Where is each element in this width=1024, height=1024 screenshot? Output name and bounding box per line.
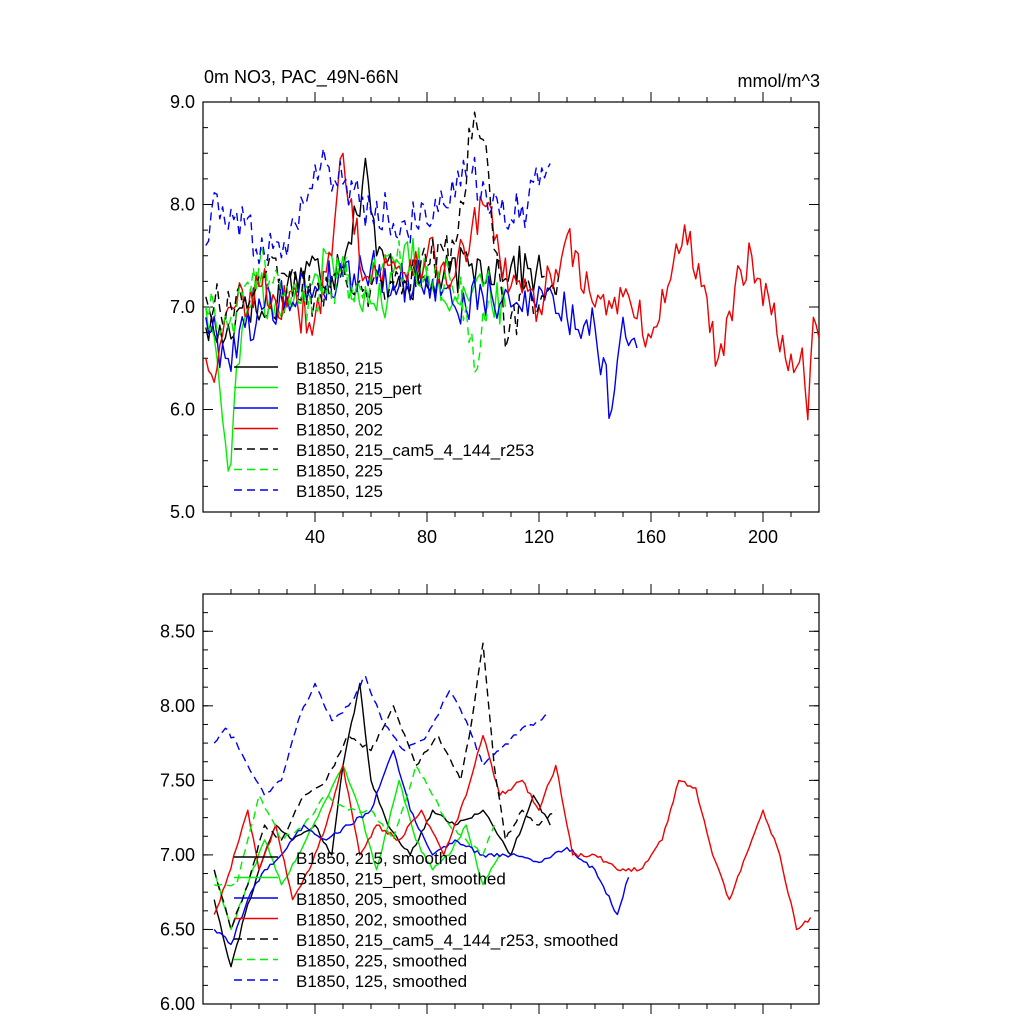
legend-label: B1850, 202, smoothed: [296, 911, 467, 930]
y-tick-label: 8.00: [160, 696, 195, 716]
x-tick-label: 120: [524, 527, 554, 547]
legend-label: B1850, 225, smoothed: [296, 952, 467, 971]
x-tick-label: 80: [417, 527, 437, 547]
x-axis: [230, 584, 792, 1014]
chart-title: 0m NO3, PAC_49N-66N: [204, 67, 399, 88]
units-label: mmol/m^3: [738, 71, 820, 91]
legend-label: B1850, 125: [296, 482, 383, 501]
x-tick-label: 200: [748, 527, 778, 547]
x-axis: 40 80 120 160 200: [230, 92, 792, 547]
x-tick-label: 40: [305, 527, 325, 547]
series-line: [213, 764, 495, 887]
series-layer: [213, 642, 812, 968]
y-tick-label: 9.0: [170, 92, 195, 112]
y-axis: 6.00 6.50 7.00 7.50 8.00 8.50: [160, 593, 819, 1014]
y-tick-label: 8.0: [170, 195, 195, 215]
y-tick-label: 5.0: [170, 502, 195, 522]
series-line: [213, 675, 551, 796]
series-line: [205, 240, 490, 374]
series-layer: [205, 111, 819, 472]
legend-label: B1850, 215, smoothed: [296, 849, 467, 868]
legend-label: B1850, 215_cam5_4_144_r253: [296, 441, 534, 460]
series-line: [205, 152, 819, 421]
top-panel: 0m NO3, PAC_49N-66N mmol/m^3 5.0 6.0 7.0 8.…: [170, 67, 820, 547]
series-line: [213, 749, 630, 946]
legend-label: B1850, 205: [296, 400, 383, 419]
y-tick-label: 6.0: [170, 400, 195, 420]
y-tick-label: 6.00: [160, 994, 195, 1014]
y-tick-label: 7.0: [170, 297, 195, 317]
legend-label: B1850, 215_cam5_4_144_r253, smoothed: [296, 931, 618, 950]
y-tick-label: 7.50: [160, 770, 195, 790]
legend-label: B1850, 215: [296, 359, 383, 378]
legend: B1850, 215, smoothed B1850, 215_pert, smo…: [234, 849, 618, 991]
legend-label: B1850, 225: [296, 462, 383, 481]
series-line: [205, 147, 551, 265]
legend-label: B1850, 125, smoothed: [296, 972, 467, 991]
legend-label: B1850, 205, smoothed: [296, 890, 467, 909]
legend-label: B1850, 215_pert, smoothed: [296, 870, 506, 889]
series-line: [213, 764, 501, 931]
y-axis: 5.0 6.0 7.0 8.0 9.0: [170, 92, 819, 522]
bottom-panel: 6.00 6.50 7.00 7.50 8.00 8.50 B1850, 215, smo…: [160, 584, 820, 1014]
y-tick-label: 6.50: [160, 919, 195, 939]
series-line: [205, 111, 560, 349]
y-tick-label: 8.50: [160, 621, 195, 641]
series-line: [213, 734, 812, 931]
series-line: [205, 157, 545, 345]
x-tick-label: 160: [636, 527, 666, 547]
legend-label: B1850, 215_pert: [296, 380, 422, 399]
legend-label: B1850, 202: [296, 421, 383, 440]
y-tick-label: 7.00: [160, 845, 195, 865]
